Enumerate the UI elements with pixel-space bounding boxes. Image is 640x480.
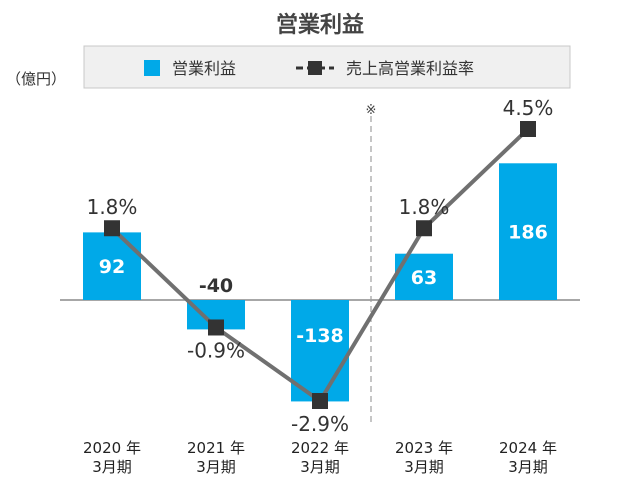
- x-tick-label-0: 2020 年 3月期: [83, 439, 141, 476]
- ratio-value-label-1: -0.9%: [187, 338, 245, 362]
- bar-value-label-0: 92: [99, 256, 125, 278]
- legend-bar-swatch: [144, 60, 160, 76]
- bar-4: [499, 163, 557, 300]
- x-tick-label-2: 2022 年 3月期: [291, 439, 349, 476]
- ratio-line-layer: [104, 121, 536, 409]
- bars: [83, 163, 557, 402]
- bar-value-label-1: -40: [199, 275, 233, 297]
- legend-box: [83, 45, 571, 89]
- x-tick-label-3: 2023 年 3月期: [395, 439, 453, 476]
- ratio-labels: 1.8% -0.9% -2.9% 1.8% 4.5%: [87, 96, 554, 436]
- bar-value-label-2: -138: [296, 325, 344, 347]
- bar-value-label-4: 186: [508, 222, 548, 244]
- bar-value-label-3: 63: [411, 267, 437, 289]
- ratio-marker-3: [416, 220, 432, 237]
- ratio-marker-0: [104, 220, 120, 237]
- bar-labels: 92 -40 -138 63 186: [99, 222, 548, 347]
- ratio-marker-1: [208, 319, 224, 336]
- ratio-marker-4: [520, 121, 536, 137]
- ratio-value-label-2: -2.9%: [291, 412, 349, 436]
- chart-title: 営業利益: [276, 12, 364, 38]
- x-axis-ticks: 2020 年 3月期 2021 年 3月期 2022 年 3月期 2023 年 3月期 2024…: [83, 439, 557, 476]
- ratio-value-label-0: 1.8%: [87, 195, 138, 219]
- bar-0: [83, 232, 141, 300]
- bar-2: [291, 300, 349, 402]
- ratio-value-label-3: 1.8%: [399, 195, 450, 219]
- ratio-marker-2: [312, 393, 328, 409]
- ratio-value-label-4: 4.5%: [503, 96, 554, 120]
- legend: 営業利益 売上高営業利益率: [83, 45, 571, 89]
- legend-line-label: 売上高営業利益率: [346, 59, 474, 78]
- note-marker: ※: [366, 103, 377, 118]
- unit-label: （億円）: [6, 70, 66, 88]
- x-tick-label-1: 2021 年 3月期: [187, 439, 245, 476]
- x-tick-label-4: 2024 年 3月期: [499, 439, 557, 476]
- legend-line-marker: [308, 61, 322, 75]
- legend-bar-label: 営業利益: [172, 59, 236, 78]
